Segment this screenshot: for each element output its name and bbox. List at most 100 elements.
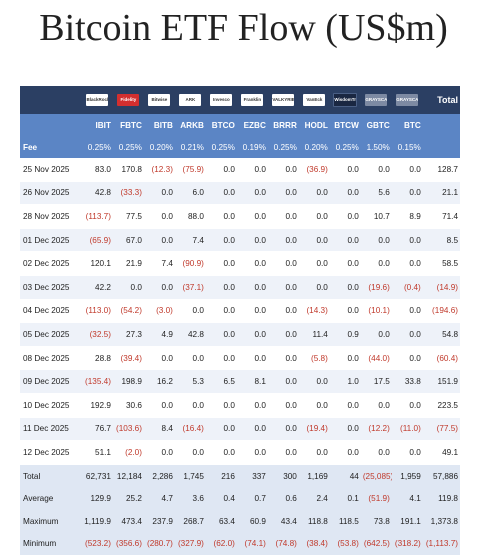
summary-row-minimum: Minimum(523.2)(356.6)(280.7)(327.9)(62.0… [20,533,460,555]
flow-value: 0.0 [144,228,175,252]
flow-value: 42.8 [82,181,113,205]
flow-value: (33.3) [113,181,144,205]
summary-value: 268.7 [175,510,206,533]
flow-value: 0.0 [237,158,268,181]
logo-cell: ARK [175,86,206,114]
ticker-header: BTCW [330,114,361,136]
summary-value: 60.9 [237,510,268,533]
flow-value: 0.0 [392,228,423,252]
flow-value: 0.0 [268,346,299,370]
flow-value: (65.9) [82,228,113,252]
flow-value: 0.0 [237,252,268,276]
summary-value: 3.6 [175,487,206,510]
ticker-header: IBIT [82,114,113,136]
fee-value: 0.25% [82,136,113,158]
flow-value: 6.5 [206,370,237,394]
flow-value: 42.2 [82,275,113,299]
logo-row-blank [20,86,82,114]
row-date: 10 Dec 2025 [20,393,82,417]
flow-value: 0.0 [392,299,423,323]
summary-value: 337 [237,464,268,487]
summary-value: 4.1 [392,487,423,510]
flow-value: 0.0 [268,181,299,205]
flow-value: 8.1 [237,370,268,394]
flow-value: 0.0 [268,370,299,394]
flow-value: (16.4) [175,417,206,441]
flow-value: 0.0 [206,417,237,441]
flow-value: (3.0) [144,299,175,323]
flow-value: (12.3) [144,158,175,181]
flow-value: 0.0 [330,441,361,465]
summary-value: (62.0) [206,533,237,555]
fee-value: 0.25% [113,136,144,158]
flow-value: 0.0 [392,181,423,205]
valkyrie-logo: VALKYRIE [272,94,294,106]
flow-value: 8.9 [392,205,423,229]
fee-value: 0.21% [175,136,206,158]
flow-value: 27.3 [113,323,144,347]
summary-value: (25,085) [361,464,392,487]
row-date: 09 Dec 2025 [20,370,82,394]
flow-value: 33.8 [392,370,423,394]
flow-value: 0.0 [330,205,361,229]
flow-value: (12.2) [361,417,392,441]
flow-value: 0.0 [299,275,330,299]
flow-value: (14.3) [299,299,330,323]
summary-value: 2,286 [144,464,175,487]
fee-row-blank-total [423,136,460,158]
flow-value: (19.4) [299,417,330,441]
summary-value: 129.9 [82,487,113,510]
summary-value: 1,959 [392,464,423,487]
flow-value: 10.7 [361,205,392,229]
summary-value: 4.7 [144,487,175,510]
flow-value: 0.0 [144,346,175,370]
flow-value: 88.0 [175,205,206,229]
flow-value: 21.9 [113,252,144,276]
row-total: 54.8 [423,323,460,347]
summary-value: 119.8 [423,487,460,510]
summary-value: 237.9 [144,510,175,533]
fee-value: 0.20% [299,136,330,158]
row-date: 03 Dec 2025 [20,275,82,299]
flow-value: 0.0 [330,346,361,370]
flow-value: 120.1 [82,252,113,276]
vaneck-logo: VanEck [303,94,325,106]
summary-value: 1,373.8 [423,510,460,533]
summary-value: (53.8) [330,533,361,555]
summary-label: Average [20,487,82,510]
summary-value: 43.4 [268,510,299,533]
flow-value: 28.8 [82,346,113,370]
flow-value: 0.0 [144,205,175,229]
summary-value: 73.8 [361,510,392,533]
flow-value: 67.0 [113,228,144,252]
flow-value: 0.0 [299,370,330,394]
ticker-row-blank-total [423,114,460,136]
flow-value: 6.0 [175,181,206,205]
flow-value: (113.0) [82,299,113,323]
ticker-header: HODL [299,114,330,136]
summary-value: 216 [206,464,237,487]
flow-value: 0.0 [361,441,392,465]
flow-value: (5.8) [299,346,330,370]
flow-value: 0.0 [299,252,330,276]
flow-value: 0.0 [206,393,237,417]
row-date: 12 Dec 2025 [20,441,82,465]
flow-value: 170.8 [113,158,144,181]
summary-value: 1,119.9 [82,510,113,533]
flow-value: 0.0 [392,441,423,465]
row-date: 04 Dec 2025 [20,299,82,323]
flow-value: 8.4 [144,417,175,441]
total-header: Total [423,86,460,114]
fee-value: 0.25% [330,136,361,158]
summary-value: 2.4 [299,487,330,510]
fee-label: Fee [20,136,82,158]
